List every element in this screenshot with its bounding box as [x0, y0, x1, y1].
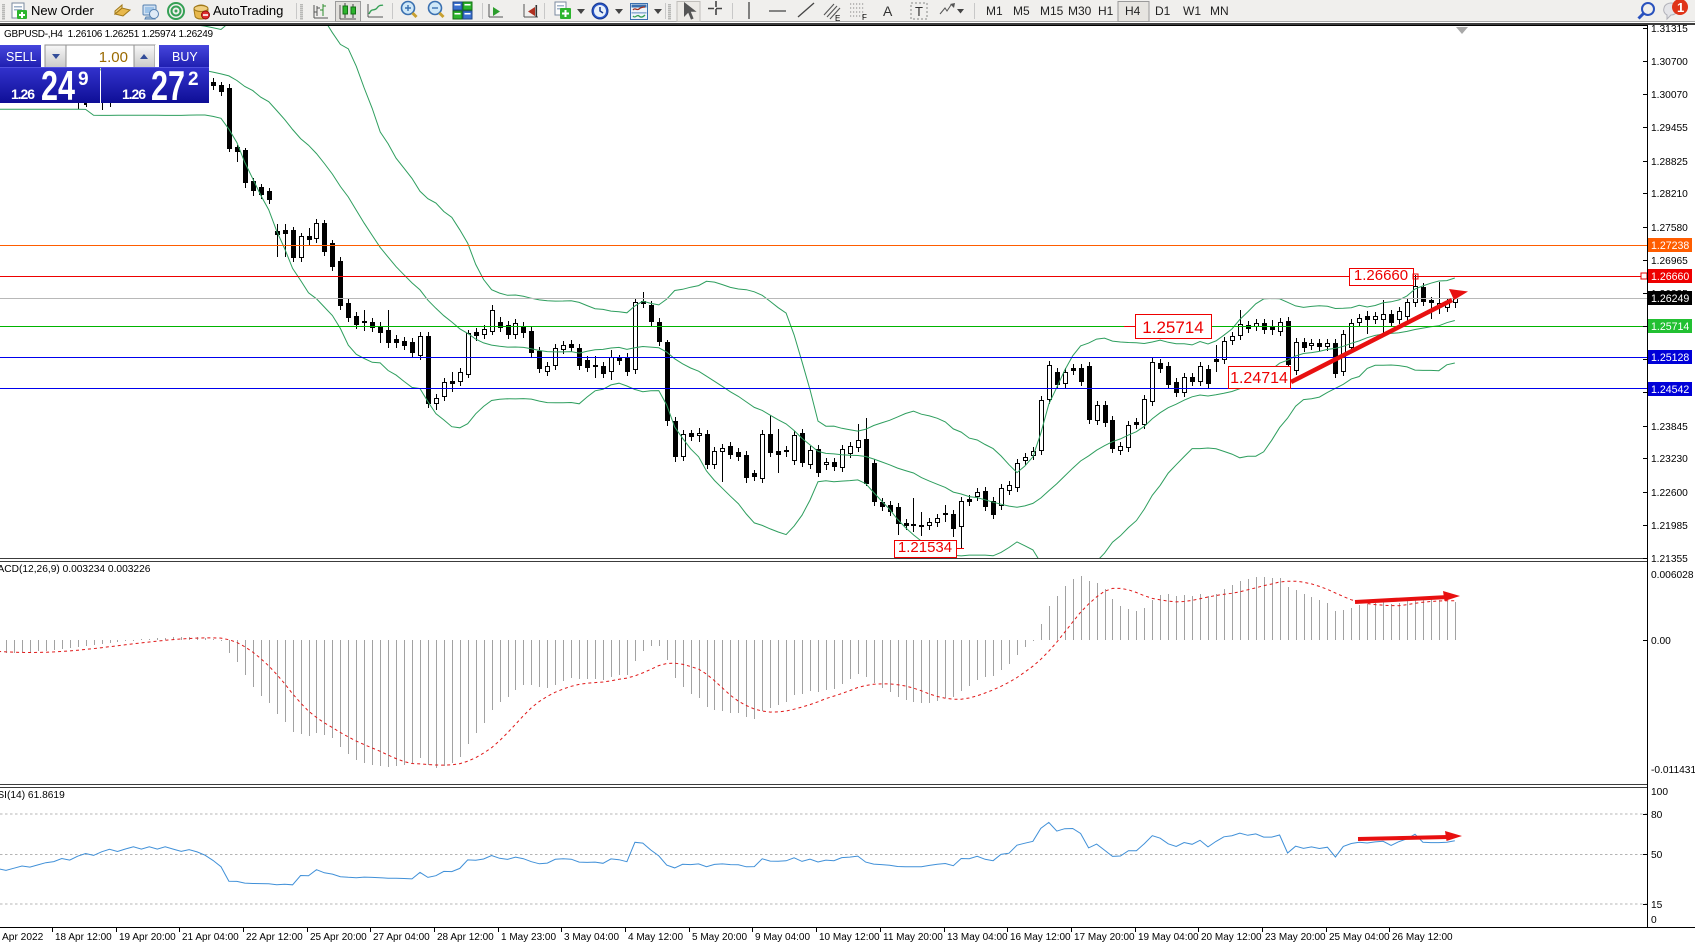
- svg-text:9 May 04:00: 9 May 04:00: [755, 932, 810, 943]
- svg-text:19 Apr 20:00: 19 Apr 20:00: [119, 932, 176, 943]
- svg-text:MACD(12,26,9) 0.003234 0.00322: MACD(12,26,9) 0.003234 0.003226: [0, 564, 151, 575]
- svg-text:16 May 12:00: 16 May 12:00: [1010, 932, 1071, 943]
- svg-text:M5: M5: [1013, 4, 1030, 18]
- svg-text:17 May 20:00: 17 May 20:00: [1074, 932, 1135, 943]
- svg-text:T: T: [915, 4, 923, 19]
- svg-text:1.25714: 1.25714: [1651, 321, 1689, 333]
- svg-text:24: 24: [41, 62, 75, 109]
- svg-text:F: F: [862, 13, 867, 22]
- svg-text:1.26: 1.26: [122, 86, 146, 102]
- svg-text:19 May 04:00: 19 May 04:00: [1138, 932, 1199, 943]
- svg-text:50: 50: [1651, 850, 1663, 861]
- svg-text:1.31315: 1.31315: [1651, 24, 1688, 35]
- svg-text:22 Apr 12:00: 22 Apr 12:00: [246, 932, 303, 943]
- svg-text:1.23845: 1.23845: [1651, 422, 1688, 433]
- svg-text:SELL: SELL: [6, 50, 37, 64]
- svg-text:H4: H4: [1125, 4, 1141, 18]
- svg-text:3 May 04:00: 3 May 04:00: [564, 932, 619, 943]
- svg-text:1.22600: 1.22600: [1651, 488, 1688, 499]
- svg-text:GBPUSD-,H4 1.26106 1.26251 1.: GBPUSD-,H4 1.26106 1.26251 1.25974 1.262…: [4, 29, 214, 40]
- svg-text:1.25128: 1.25128: [1651, 352, 1689, 364]
- svg-text:1.00: 1.00: [99, 49, 128, 66]
- svg-text:RSI(14) 61.8619: RSI(14) 61.8619: [0, 790, 65, 801]
- svg-text:100: 100: [1651, 787, 1668, 798]
- svg-text:28 Apr 12:00: 28 Apr 12:00: [437, 932, 494, 943]
- svg-text:1.29455: 1.29455: [1651, 123, 1688, 134]
- svg-text:M15: M15: [1040, 4, 1064, 18]
- svg-text:1.26: 1.26: [11, 86, 35, 102]
- svg-text:1: 1: [1677, 0, 1684, 15]
- svg-text:13 May 04:00: 13 May 04:00: [947, 932, 1008, 943]
- svg-text:1.24542: 1.24542: [1651, 384, 1689, 396]
- svg-text:1.23230: 1.23230: [1651, 454, 1688, 465]
- svg-text:2: 2: [188, 69, 199, 90]
- svg-text:1.21355: 1.21355: [1651, 554, 1688, 565]
- svg-text:10 May 12:00: 10 May 12:00: [819, 932, 880, 943]
- svg-text:1.21534: 1.21534: [898, 539, 952, 556]
- svg-text:H1: H1: [1098, 4, 1114, 18]
- svg-text:9: 9: [78, 69, 89, 90]
- svg-text:4 May 12:00: 4 May 12:00: [628, 932, 683, 943]
- svg-text:A: A: [883, 3, 893, 19]
- svg-text:1.27238: 1.27238: [1651, 240, 1689, 252]
- svg-text:M1: M1: [986, 4, 1003, 18]
- svg-text:E: E: [835, 14, 840, 23]
- svg-text:BUY: BUY: [172, 50, 198, 64]
- svg-text:0.006028: 0.006028: [1651, 570, 1694, 581]
- svg-text:20 May 12:00: 20 May 12:00: [1201, 932, 1262, 943]
- svg-text:26 May 12:00: 26 May 12:00: [1392, 932, 1453, 943]
- svg-text:W1: W1: [1183, 4, 1201, 18]
- svg-text:1.24714: 1.24714: [1230, 370, 1288, 387]
- svg-text:27 Apr 04:00: 27 Apr 04:00: [373, 932, 430, 943]
- svg-text:23 May 20:00: 23 May 20:00: [1265, 932, 1326, 943]
- svg-text:AutoTrading: AutoTrading: [213, 3, 283, 18]
- svg-text:New Order: New Order: [31, 3, 95, 18]
- svg-text:1.27580: 1.27580: [1651, 223, 1688, 234]
- svg-text:1.21985: 1.21985: [1651, 521, 1688, 532]
- svg-text:1.26660: 1.26660: [1651, 271, 1689, 283]
- svg-text:27: 27: [151, 62, 185, 109]
- svg-text:1.28825: 1.28825: [1651, 157, 1688, 168]
- svg-text:11 May 20:00: 11 May 20:00: [883, 932, 943, 943]
- svg-text:18 Apr 12:00: 18 Apr 12:00: [55, 932, 112, 943]
- svg-text:-0.011431: -0.011431: [1651, 765, 1695, 776]
- svg-text:1.30700: 1.30700: [1651, 57, 1688, 68]
- svg-text:5 May 20:00: 5 May 20:00: [692, 932, 747, 943]
- svg-text:1.26249: 1.26249: [1651, 293, 1689, 305]
- svg-text:0: 0: [1651, 915, 1657, 926]
- svg-text:1.26965: 1.26965: [1651, 256, 1688, 267]
- svg-text:15: 15: [1651, 900, 1663, 911]
- svg-text:1.26660: 1.26660: [1354, 267, 1408, 284]
- svg-text:21 Apr 04:00: 21 Apr 04:00: [182, 932, 239, 943]
- svg-text:0.00: 0.00: [1651, 636, 1671, 647]
- svg-text:80: 80: [1651, 810, 1663, 821]
- svg-text:1.28210: 1.28210: [1651, 189, 1688, 200]
- svg-text:1.25714: 1.25714: [1142, 318, 1203, 337]
- svg-text:MN: MN: [1210, 4, 1229, 18]
- svg-text:25 May 04:00: 25 May 04:00: [1329, 932, 1390, 943]
- svg-text:1.30070: 1.30070: [1651, 90, 1688, 101]
- svg-text:1 May 23:00: 1 May 23:00: [501, 932, 556, 943]
- svg-text:D1: D1: [1155, 4, 1171, 18]
- svg-text:Apr 2022: Apr 2022: [2, 932, 44, 943]
- svg-text:25 Apr 20:00: 25 Apr 20:00: [310, 932, 367, 943]
- svg-text:M30: M30: [1068, 4, 1092, 18]
